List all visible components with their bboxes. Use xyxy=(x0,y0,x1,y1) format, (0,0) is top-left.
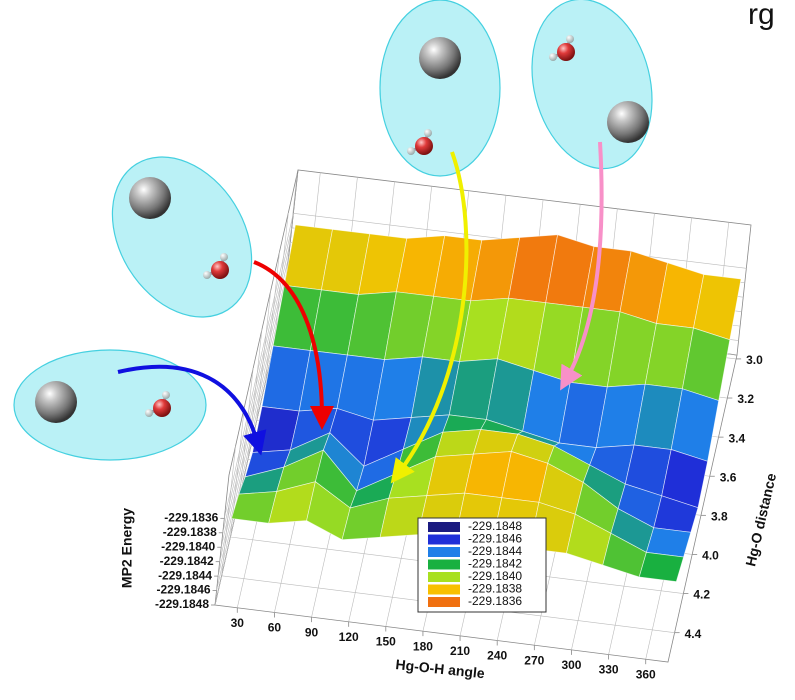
surface-patch xyxy=(646,528,690,557)
surface-patch xyxy=(473,430,517,455)
legend-label: -229.1836 xyxy=(468,594,522,608)
y-tick-label: 3.4 xyxy=(729,431,746,445)
z-tick-label: -229.1846 xyxy=(157,583,211,597)
x-tick-label: 120 xyxy=(339,630,359,644)
legend-swatch xyxy=(428,572,460,582)
x-tick-label: 180 xyxy=(413,639,433,653)
legend-swatch xyxy=(428,585,460,595)
z-tick-label: -229.1842 xyxy=(160,554,214,568)
surface-patch xyxy=(639,552,683,581)
complex-oval xyxy=(515,0,669,181)
legend-swatch xyxy=(428,597,460,607)
x-tick-label: 90 xyxy=(305,625,319,639)
y-tick-label: 3.0 xyxy=(746,353,763,367)
z-tick-label: -229.1844 xyxy=(158,568,212,582)
legend-swatch xyxy=(428,560,460,570)
hg-atom xyxy=(129,177,171,219)
x-axis-title: Hg-O-H angle xyxy=(395,656,486,681)
y-tick-label: 4.4 xyxy=(685,627,702,641)
z-tick-label: -229.1838 xyxy=(163,525,217,539)
x-tick-label: 240 xyxy=(487,649,507,663)
y-tick-label: 4.0 xyxy=(702,549,719,563)
legend-swatch xyxy=(428,535,460,545)
legend-swatch xyxy=(428,547,460,557)
hg-atom xyxy=(607,101,649,143)
corner-text: rg xyxy=(748,0,775,31)
y-tick-label: 3.8 xyxy=(711,510,728,524)
z-tick-label: -229.1848 xyxy=(155,597,209,611)
y-tick-label: 4.2 xyxy=(693,588,710,602)
complex-oval xyxy=(380,0,500,176)
z-axis-title: MP2 Energy xyxy=(119,508,135,588)
hg-atom xyxy=(419,37,461,79)
x-tick-label: 210 xyxy=(450,644,470,658)
x-tick-label: 60 xyxy=(268,621,282,635)
x-tick-label: 270 xyxy=(524,653,544,667)
complex-oval xyxy=(84,131,280,343)
y-axis-title: Hg-O distance xyxy=(742,471,779,567)
x-tick-label: 330 xyxy=(599,663,619,677)
x-tick-label: 30 xyxy=(231,616,245,630)
y-tick-label: 3.6 xyxy=(720,470,737,484)
x-tick-label: 360 xyxy=(636,667,656,681)
legend: -229.1848-229.1846-229.1844-229.1842-229… xyxy=(418,518,546,612)
x-tick-label: 300 xyxy=(561,658,581,672)
chart: rg 30 60 90 120 150 180 210 240 270 300 330 360 3.0 3… xyxy=(0,0,795,700)
y-tick-label: 3.2 xyxy=(737,392,754,406)
hg-atom xyxy=(35,381,77,423)
x-tick-label: 150 xyxy=(376,635,396,649)
z-tick-label: -229.1840 xyxy=(161,539,215,553)
z-tick-label: -229.1836 xyxy=(164,511,218,525)
legend-swatch xyxy=(428,522,460,532)
